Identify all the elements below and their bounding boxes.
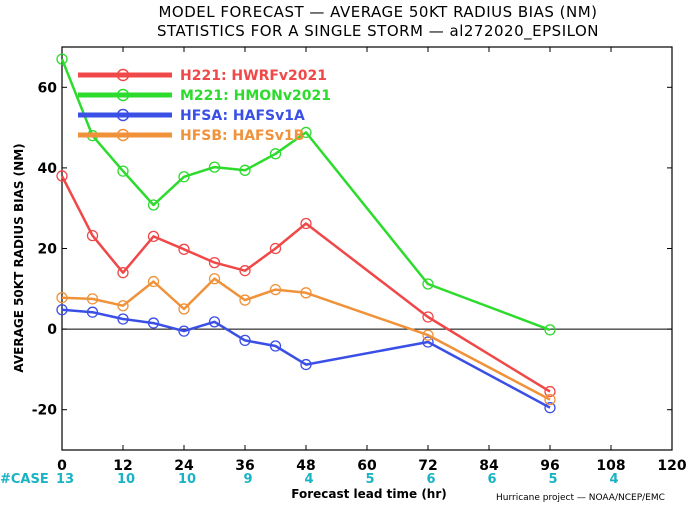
data-point-h221 [269, 242, 282, 255]
legend-item-hfsb: HFSB: HAFSv1B [78, 128, 304, 144]
case-count: 5 [365, 472, 374, 487]
data-point-h221 [56, 170, 68, 182]
data-point-m221 [56, 53, 68, 65]
case-count: 4 [609, 472, 618, 487]
case-count: 6 [426, 472, 435, 487]
series-line-m221 [60, 58, 551, 332]
legend-label: HFSA: HAFSv1A [180, 108, 305, 124]
data-point-hfsa [208, 316, 221, 328]
data-point-hfsb [117, 300, 129, 312]
data-point-hfsa [544, 402, 556, 414]
legend-marker [116, 108, 130, 122]
series-line-hfsa [61, 308, 551, 409]
data-point-hfsa [147, 317, 160, 329]
legend-item-h221: H221: HWRFv2021 [78, 68, 327, 84]
legend-label: M221: HMONv2021 [180, 88, 331, 104]
case-count: 4 [304, 472, 313, 487]
data-point-hfsb [56, 292, 68, 304]
legend-marker [116, 88, 130, 102]
data-point-hfsb [300, 287, 312, 299]
x-tick-label: 120 [657, 458, 686, 474]
data-point-hfsb [269, 283, 282, 296]
data-point-hfsb [86, 293, 99, 305]
data-point-h221 [300, 217, 312, 230]
data-point-hfsa [56, 304, 68, 316]
data-point-h221 [422, 311, 434, 323]
data-point-hfsa [269, 340, 282, 352]
series-h221 [56, 170, 556, 398]
data-point-h221 [208, 256, 221, 269]
x-tick-label: 0 [57, 458, 67, 474]
y-tick-label: 40 [38, 161, 58, 177]
x-axis-label: Forecast lead time (hr) [291, 487, 447, 501]
data-point-hfsb [208, 273, 221, 285]
case-count: 10 [117, 472, 135, 487]
x-tick-label: 72 [418, 458, 437, 474]
y-tick-label: 20 [38, 242, 58, 258]
case-count: 10 [178, 472, 196, 487]
data-point-h221 [117, 267, 129, 279]
legend-label: H221: HWRFv2021 [180, 68, 327, 84]
data-point-hfsa [117, 313, 129, 325]
series-line-hfsb [61, 277, 551, 401]
x-tick-label: 12 [113, 458, 132, 474]
data-point-hfsa [422, 336, 434, 348]
data-point-m221 [269, 148, 282, 160]
credit-text: Hurricane project — NOAA/NCEP/EMC [496, 493, 665, 503]
legend-marker [116, 68, 130, 82]
data-point-hfsb [422, 329, 434, 341]
data-point-m221 [300, 126, 312, 139]
data-point-h221 [147, 230, 160, 243]
y-tick-label: 0 [47, 322, 57, 338]
data-point-hfsa [86, 306, 99, 318]
case-count: 5 [548, 472, 557, 487]
data-point-m221 [208, 161, 221, 173]
x-tick-label: 96 [540, 458, 559, 474]
chart-title-line1: MODEL FORECAST — AVERAGE 50KT RADIUS BIA… [158, 3, 597, 21]
data-point-h221 [239, 265, 251, 277]
x-tick-label: 24 [174, 458, 194, 474]
case-count: 13 [56, 472, 74, 487]
data-point-hfsa [239, 334, 251, 347]
case-count: 6 [487, 472, 496, 487]
x-tick-label: 36 [235, 458, 254, 474]
legend-item-hfsa: HFSA: HAFSv1A [78, 108, 305, 124]
x-tick-label: 84 [479, 458, 499, 474]
plot-frame [61, 46, 673, 451]
legend-label: HFSB: HAFSv1B [180, 128, 304, 144]
x-tick-label: 60 [357, 458, 377, 474]
data-point-hfsa [178, 325, 190, 337]
data-point-m221 [544, 324, 556, 336]
legend-marker [116, 128, 130, 142]
x-tick-label: 48 [296, 458, 315, 474]
y-tick-label: -20 [32, 403, 58, 419]
data-point-m221 [239, 164, 251, 176]
y-tick-label: 60 [38, 80, 58, 96]
series-hfsb [56, 273, 556, 406]
data-point-hfsb [178, 303, 190, 315]
data-point-h221 [178, 243, 190, 255]
data-point-hfsb [544, 393, 556, 406]
legend-item-m221: M221: HMONv2021 [78, 88, 331, 104]
case-count: 9 [243, 472, 252, 487]
chart-title-line2: STATISTICS FOR A SINGLE STORM — al272020… [157, 22, 599, 41]
data-point-m221 [117, 165, 129, 177]
series-m221 [56, 53, 556, 336]
data-point-h221 [86, 229, 99, 242]
series-line-h221 [60, 175, 551, 393]
data-point-m221 [178, 171, 190, 183]
data-point-hfsa [300, 358, 312, 371]
data-point-m221 [147, 199, 160, 211]
series-hfsa [56, 304, 556, 414]
data-point-hfsb [239, 294, 251, 306]
data-point-m221 [422, 278, 434, 290]
data-point-h221 [544, 385, 556, 398]
x-tick-label: 108 [596, 458, 625, 474]
case-label: #CASE [0, 472, 49, 487]
data-point-hfsb [147, 275, 160, 288]
y-axis-label: AVERAGE 50KT RADIUS BIAS (NM) [12, 143, 26, 372]
